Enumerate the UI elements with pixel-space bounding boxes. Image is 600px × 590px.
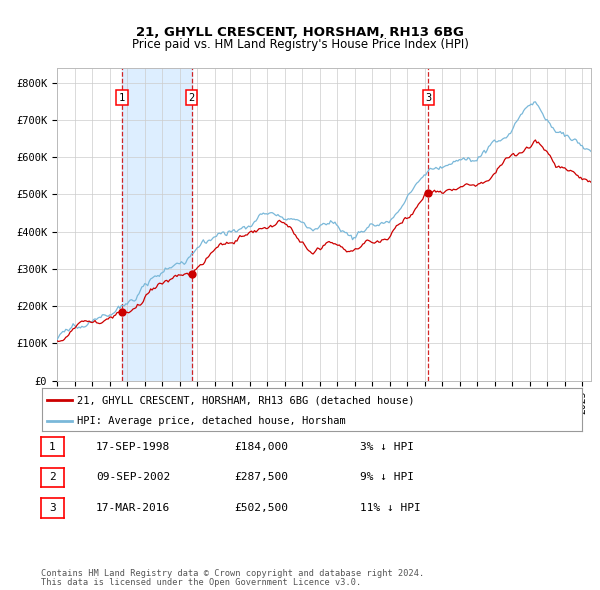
Text: 2: 2 bbox=[49, 473, 56, 482]
Text: 17-MAR-2016: 17-MAR-2016 bbox=[96, 503, 170, 513]
Text: This data is licensed under the Open Government Licence v3.0.: This data is licensed under the Open Gov… bbox=[41, 578, 361, 588]
Text: 3: 3 bbox=[49, 503, 56, 513]
Text: HPI: Average price, detached house, Horsham: HPI: Average price, detached house, Hors… bbox=[77, 417, 346, 427]
Text: Price paid vs. HM Land Registry's House Price Index (HPI): Price paid vs. HM Land Registry's House … bbox=[131, 38, 469, 51]
Text: 17-SEP-1998: 17-SEP-1998 bbox=[96, 442, 170, 451]
Bar bbox=[122, 68, 191, 381]
Text: £184,000: £184,000 bbox=[234, 442, 288, 451]
Text: 21, GHYLL CRESCENT, HORSHAM, RH13 6BG (detached house): 21, GHYLL CRESCENT, HORSHAM, RH13 6BG (d… bbox=[77, 395, 415, 405]
Text: £287,500: £287,500 bbox=[234, 473, 288, 482]
Text: 9% ↓ HPI: 9% ↓ HPI bbox=[360, 473, 414, 482]
Text: Contains HM Land Registry data © Crown copyright and database right 2024.: Contains HM Land Registry data © Crown c… bbox=[41, 569, 424, 578]
Text: 3% ↓ HPI: 3% ↓ HPI bbox=[360, 442, 414, 451]
Text: 2: 2 bbox=[188, 93, 195, 103]
Text: 09-SEP-2002: 09-SEP-2002 bbox=[96, 473, 170, 482]
Text: 1: 1 bbox=[49, 442, 56, 451]
Text: £502,500: £502,500 bbox=[234, 503, 288, 513]
Text: 3: 3 bbox=[425, 93, 431, 103]
Text: 1: 1 bbox=[119, 93, 125, 103]
Text: 21, GHYLL CRESCENT, HORSHAM, RH13 6BG: 21, GHYLL CRESCENT, HORSHAM, RH13 6BG bbox=[136, 26, 464, 39]
Text: 11% ↓ HPI: 11% ↓ HPI bbox=[360, 503, 421, 513]
